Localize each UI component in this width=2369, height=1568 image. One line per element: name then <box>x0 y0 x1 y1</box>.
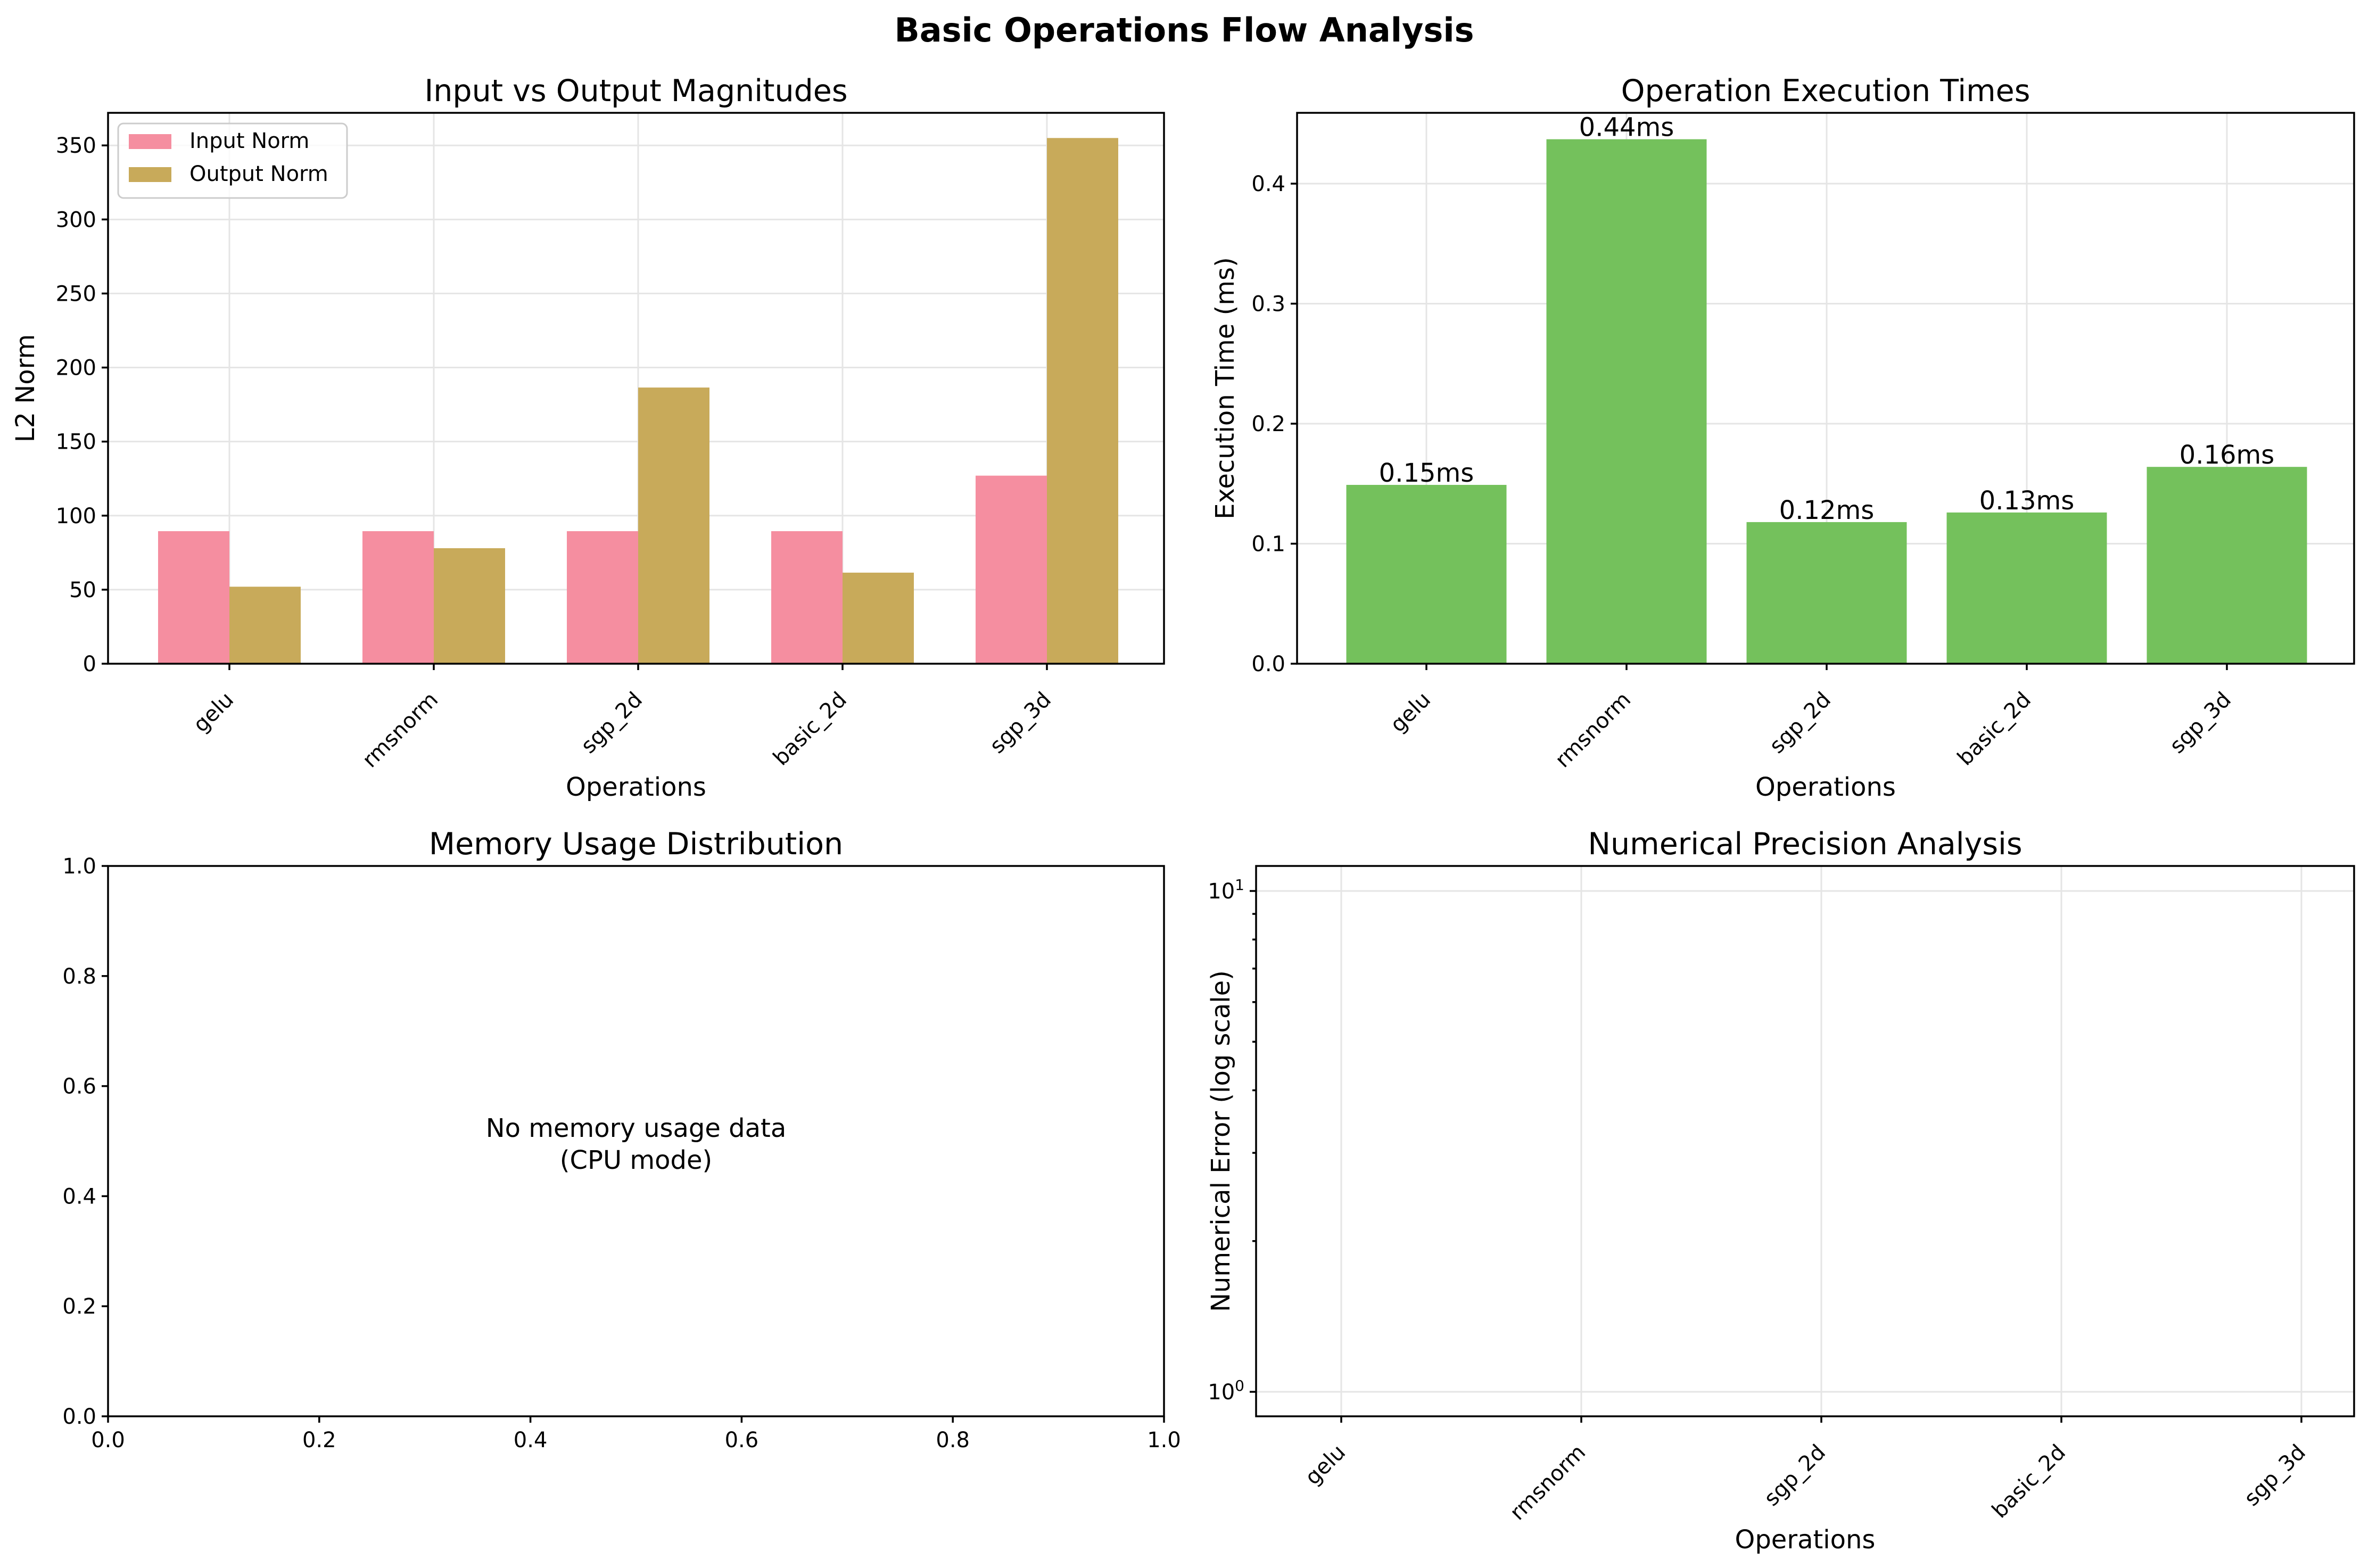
x-tick-label: 0.0 <box>91 1428 125 1453</box>
y-tick-label: 0.1 <box>1251 532 1285 557</box>
memory-usage-chart: 0.0 0.2 0.4 0.6 0.8 1.0 0.0 0.2 0.4 0.6 0.8 1.0 No m… <box>62 827 1181 1453</box>
axis-title: Input vs Output Magnitudes <box>424 73 847 109</box>
axis-title: Operation Execution Times <box>1621 73 2030 109</box>
bar-output-norm <box>229 587 301 664</box>
y-tick-exponent: 1 <box>1235 876 1244 894</box>
legend: Input Norm Output Norm <box>117 122 348 199</box>
y-tick-label: 101 <box>1208 876 1244 904</box>
y-tick-label: 0 <box>83 652 96 676</box>
y-tick-label: 200 <box>56 356 96 381</box>
bar-output-norm <box>1047 138 1118 664</box>
legend-frame <box>117 122 348 199</box>
y-tick-label: 350 <box>56 134 96 158</box>
y-tick-label: 0.4 <box>62 1184 96 1209</box>
y-tick-label: 0.3 <box>1251 292 1285 317</box>
x-axis-label: Operations <box>1755 772 1896 802</box>
y-axis-label: L2 Norm <box>11 334 40 442</box>
axes-frame <box>107 112 1165 665</box>
figure-title: Basic Operations Flow Analysis <box>895 11 1474 49</box>
bar-execution-time <box>2147 467 2307 664</box>
no-data-message-detail: (CPU mode) <box>560 1145 712 1175</box>
bar-data-label: 0.15ms <box>1379 458 1474 488</box>
y-tick-label: 0.4 <box>1251 172 1285 196</box>
y-tick-label: 0.0 <box>1251 652 1285 676</box>
y-tick-label: 0.8 <box>62 964 96 989</box>
axes-frame <box>1296 112 2355 665</box>
x-tick-label: 0.2 <box>302 1428 336 1453</box>
axes-frame <box>107 865 1165 1417</box>
x-tick-label: 0.6 <box>725 1428 759 1453</box>
y-tick-label: 250 <box>56 282 96 306</box>
y-tick-label: 100 <box>56 504 96 529</box>
bar-input-norm <box>976 475 1047 664</box>
y-tick-exponent: 0 <box>1235 1377 1244 1394</box>
x-axis-label: Operations <box>1735 1525 1876 1555</box>
bar-input-norm <box>362 531 434 664</box>
bar-output-norm <box>843 572 914 664</box>
bar-input-norm <box>158 531 229 664</box>
bar-input-norm <box>567 531 638 664</box>
x-tick-label: 0.8 <box>936 1428 970 1453</box>
legend-entry: Output Norm <box>189 162 328 186</box>
legend-swatch <box>129 134 171 149</box>
y-tick-label: 0.2 <box>1251 412 1285 436</box>
y-tick-label: 50 <box>69 578 96 603</box>
bar-execution-time <box>1946 512 2107 664</box>
axes-frame <box>1255 865 2355 1417</box>
bar-execution-time <box>1546 139 1707 664</box>
bar-data-label: 0.12ms <box>1779 496 1875 525</box>
y-tick-label: 1.0 <box>62 854 96 879</box>
x-tick-label: 0.4 <box>514 1428 548 1453</box>
bar-data-label: 0.13ms <box>1979 486 2075 516</box>
y-tick-label: 0.6 <box>62 1075 96 1099</box>
bar-execution-time <box>1746 522 1907 664</box>
bar-data-label: 0.44ms <box>1579 113 1674 143</box>
x-tick-label: 1.0 <box>1147 1428 1181 1453</box>
y-axis-label: Numerical Error (log scale) <box>1206 970 1236 1312</box>
bar-output-norm <box>434 548 505 664</box>
axis-title: Numerical Precision Analysis <box>1588 827 2022 862</box>
y-axis-label: Execution Time (ms) <box>1210 257 1240 519</box>
bar-data-label: 0.16ms <box>2180 440 2275 470</box>
bar-input-norm <box>771 531 843 664</box>
legend-entry: Input Norm <box>189 129 309 153</box>
y-tick-label: 0.2 <box>62 1294 96 1319</box>
y-tick-label: 0.0 <box>62 1405 96 1429</box>
y-tick-label: 300 <box>56 208 96 232</box>
no-data-message: No memory usage data <box>486 1113 787 1143</box>
axis-title: Memory Usage Distribution <box>429 827 843 862</box>
bar-execution-time <box>1346 485 1507 664</box>
legend-swatch <box>129 167 171 182</box>
y-tick-label: 150 <box>56 430 96 455</box>
x-axis-label: Operations <box>566 772 706 802</box>
bar-output-norm <box>638 387 709 664</box>
